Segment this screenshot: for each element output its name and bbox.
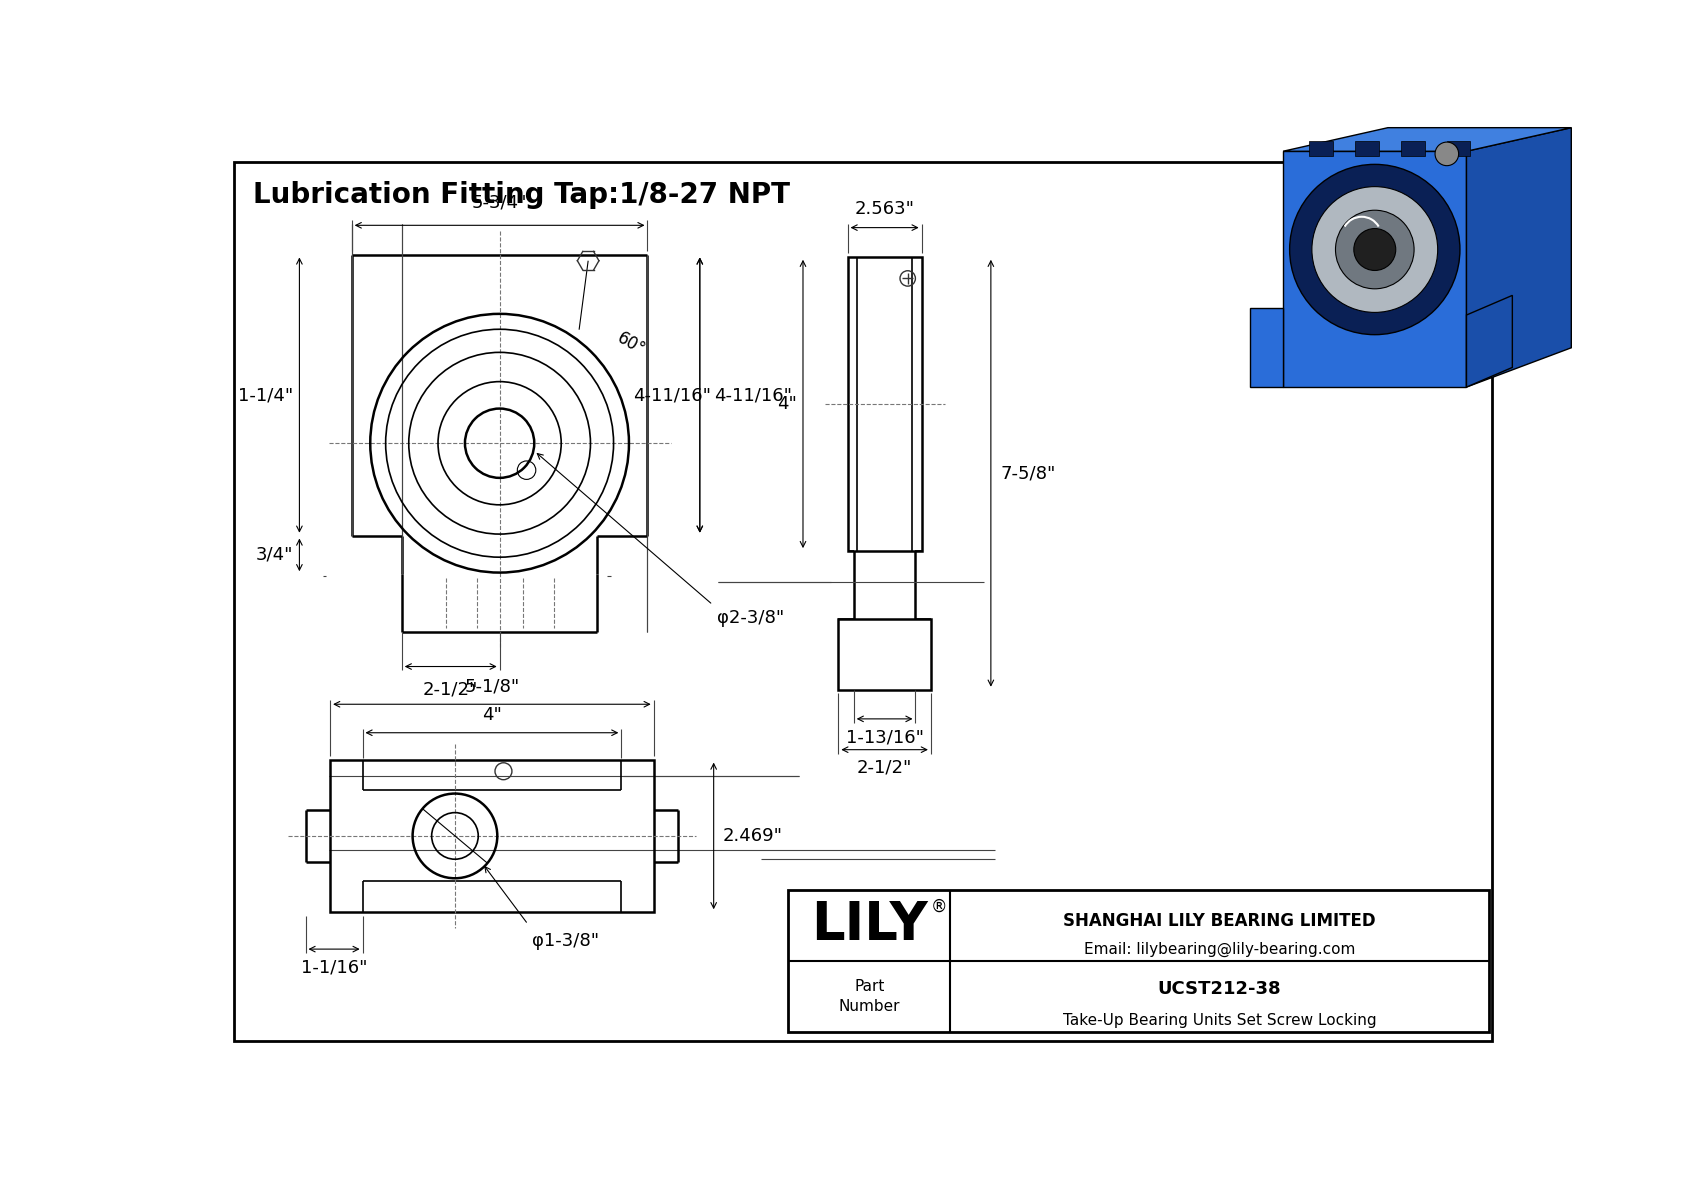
- Text: 4": 4": [776, 395, 797, 413]
- Polygon shape: [1283, 151, 1467, 387]
- Polygon shape: [1250, 308, 1283, 387]
- Text: 5-3/4": 5-3/4": [472, 193, 527, 212]
- Text: 3/4": 3/4": [256, 545, 293, 563]
- Bar: [1308, 141, 1332, 156]
- Text: UCST212-38: UCST212-38: [1157, 980, 1282, 998]
- Text: SHANGHAI LILY BEARING LIMITED: SHANGHAI LILY BEARING LIMITED: [1063, 912, 1376, 930]
- Text: 1-1/4": 1-1/4": [237, 386, 293, 404]
- Circle shape: [1435, 142, 1458, 166]
- Text: 5-1/8": 5-1/8": [465, 676, 520, 696]
- Bar: [330, 760, 653, 912]
- Text: 4-11/16": 4-11/16": [633, 386, 711, 404]
- Text: Lubrication Fitting Tap:1/8-27 NPT: Lubrication Fitting Tap:1/8-27 NPT: [253, 181, 790, 210]
- Bar: [839, 619, 931, 690]
- Text: 60°: 60°: [613, 329, 648, 360]
- Circle shape: [1290, 164, 1460, 335]
- Text: Email: lilybearing@lily-bearing.com: Email: lilybearing@lily-bearing.com: [1084, 942, 1356, 958]
- Text: 2.469": 2.469": [722, 827, 783, 844]
- Text: 7-5/8": 7-5/8": [1000, 464, 1056, 482]
- Text: 1-13/16": 1-13/16": [845, 728, 923, 746]
- Circle shape: [1354, 229, 1396, 270]
- Text: 4": 4": [482, 705, 502, 723]
- Text: 2-1/2": 2-1/2": [857, 759, 913, 777]
- Bar: [847, 257, 921, 551]
- Text: 1-1/16": 1-1/16": [301, 959, 367, 977]
- Polygon shape: [1283, 127, 1571, 151]
- Polygon shape: [1467, 127, 1571, 387]
- Circle shape: [1312, 187, 1438, 312]
- Text: Part
Number: Part Number: [839, 979, 899, 1014]
- Text: ®: ®: [931, 898, 948, 916]
- Bar: [1356, 141, 1379, 156]
- Bar: [788, 890, 1489, 1033]
- Text: φ2-3/8": φ2-3/8": [717, 609, 785, 626]
- Circle shape: [1335, 210, 1415, 289]
- Text: 4-11/16": 4-11/16": [714, 386, 791, 404]
- Text: Take-Up Bearing Units Set Screw Locking: Take-Up Bearing Units Set Screw Locking: [1063, 1014, 1376, 1028]
- Text: 2.563": 2.563": [854, 200, 914, 218]
- Polygon shape: [1467, 295, 1512, 387]
- Text: LILY: LILY: [810, 899, 928, 952]
- Text: φ1-3/8": φ1-3/8": [532, 933, 600, 950]
- Bar: [1401, 141, 1425, 156]
- Text: 2-1/2": 2-1/2": [423, 680, 478, 698]
- Bar: [1447, 141, 1470, 156]
